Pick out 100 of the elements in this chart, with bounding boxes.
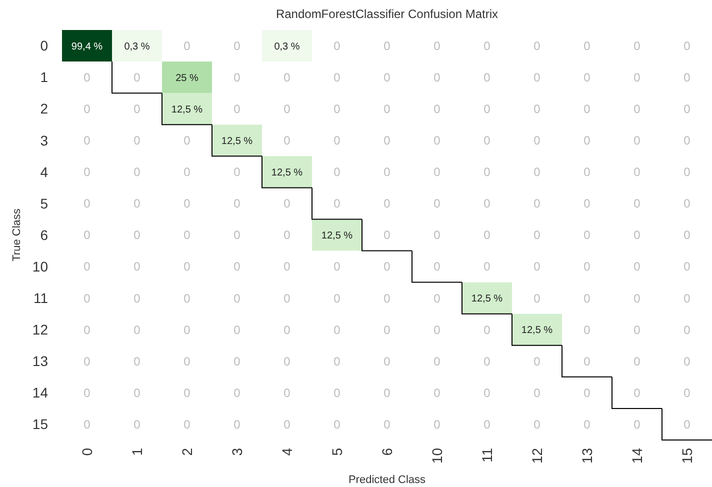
data-label: 0 <box>284 134 291 148</box>
data-label: 0 <box>434 38 441 53</box>
data-label: 0 <box>584 228 591 242</box>
data-label: 0 <box>484 102 491 116</box>
data-label: 12,5 % <box>321 230 353 242</box>
data-label: 0 <box>134 386 141 400</box>
data-label: 0 <box>484 38 491 53</box>
data-label: 0 <box>634 102 641 116</box>
data-label: 0 <box>684 134 691 148</box>
data-label: 0 <box>634 322 641 337</box>
data-label: 0 <box>584 417 591 432</box>
data-label: 0 <box>434 228 441 242</box>
data-label: 0 <box>184 260 191 274</box>
data-label: 0 <box>684 165 691 180</box>
data-label: 0 <box>534 165 541 180</box>
data-label: 0 <box>234 228 241 242</box>
data-label: 0 <box>334 417 341 432</box>
x-tick-label: 0 <box>78 448 95 456</box>
data-label: 0 <box>334 134 341 148</box>
data-label: 12,5 % <box>221 136 253 147</box>
data-label: 0 <box>584 354 591 368</box>
data-label: 0 <box>334 291 341 306</box>
data-label: 0 <box>484 354 491 368</box>
data-label: 0 <box>84 354 91 368</box>
data-label: 0 <box>384 322 391 337</box>
data-label: 0 <box>384 165 391 180</box>
data-label: 0 <box>84 196 91 211</box>
y-tick-label: 6 <box>40 226 48 243</box>
y-tick-label: 10 <box>32 258 48 274</box>
data-label: 0 <box>334 70 341 85</box>
data-label: 0 <box>84 134 91 148</box>
data-label: 12,5 % <box>271 167 303 178</box>
chart-title: RandomForestClassifier Confusion Matrix <box>276 7 498 21</box>
data-label: 0 <box>434 291 441 306</box>
data-label: 0 <box>434 196 441 211</box>
x-tick-label: 11 <box>478 448 495 463</box>
data-label: 0 <box>584 38 591 53</box>
data-label: 0 <box>584 165 591 180</box>
data-label: 0 <box>134 134 141 148</box>
data-label: 0 <box>184 386 191 400</box>
data-label: 0 <box>384 354 391 368</box>
data-label: 0 <box>384 386 391 400</box>
y-tick-label: 12 <box>32 322 48 338</box>
x-tick-label: 5 <box>328 448 345 456</box>
data-label: 0 <box>384 38 391 53</box>
data-label: 0 <box>584 134 591 148</box>
data-label: 0 <box>684 70 691 85</box>
data-label: 0 <box>484 417 491 432</box>
data-label: 0 <box>84 417 91 432</box>
data-label: 0 <box>684 386 691 400</box>
data-label: 0 <box>434 165 441 180</box>
data-label: 12,5 % <box>521 325 553 336</box>
data-label: 0 <box>384 228 391 242</box>
data-label: 0 <box>284 196 291 211</box>
data-label: 0 <box>184 291 191 306</box>
data-label: 0 <box>184 165 191 180</box>
data-label: 0 <box>684 102 691 116</box>
data-label: 0 <box>534 38 541 53</box>
data-label: 0 <box>584 322 591 337</box>
data-label: 0 <box>334 165 341 180</box>
data-label: 0 <box>434 134 441 148</box>
y-tick-label: 0 <box>40 38 48 54</box>
data-label: 0 <box>534 134 541 148</box>
data-label: 0 <box>234 354 241 368</box>
data-label: 0 <box>84 386 91 400</box>
data-label: 25 % <box>176 72 199 84</box>
data-label: 0 <box>234 165 241 180</box>
data-label: 0 <box>284 228 291 242</box>
y-tick-label: 5 <box>40 195 48 212</box>
data-label: 0 <box>584 386 591 400</box>
data-label: 0 <box>584 102 591 116</box>
data-label: 0 <box>534 228 541 242</box>
data-label: 0 <box>684 228 691 242</box>
data-label: 0 <box>384 70 391 85</box>
data-label: 0 <box>284 322 291 337</box>
data-label: 0 <box>634 165 641 180</box>
data-label: 0 <box>184 228 191 242</box>
data-label: 0 <box>334 260 341 274</box>
data-label: 0 <box>484 322 491 337</box>
data-label: 0 <box>334 322 341 337</box>
x-tick-label: 14 <box>628 448 645 464</box>
data-label: 0 <box>484 228 491 242</box>
data-label: 0 <box>84 102 91 116</box>
data-label: 0 <box>684 291 691 306</box>
data-label: 0 <box>634 228 641 242</box>
y-tick-label: 11 <box>33 290 48 306</box>
data-label: 0 <box>584 291 591 306</box>
data-label: 0 <box>134 196 141 211</box>
data-label: 0 <box>534 260 541 274</box>
data-label: 0 <box>534 196 541 211</box>
x-tick-label: 3 <box>228 448 245 456</box>
data-label: 0 <box>84 228 91 242</box>
data-label: 0 <box>234 322 241 337</box>
data-label: 0 <box>334 38 341 53</box>
data-label: 0 <box>384 196 391 211</box>
data-label: 0 <box>434 354 441 368</box>
x-tick-label: 15 <box>678 448 695 464</box>
data-label: 0 <box>484 260 491 274</box>
data-label: 0 <box>234 70 241 85</box>
data-label: 0 <box>434 417 441 432</box>
